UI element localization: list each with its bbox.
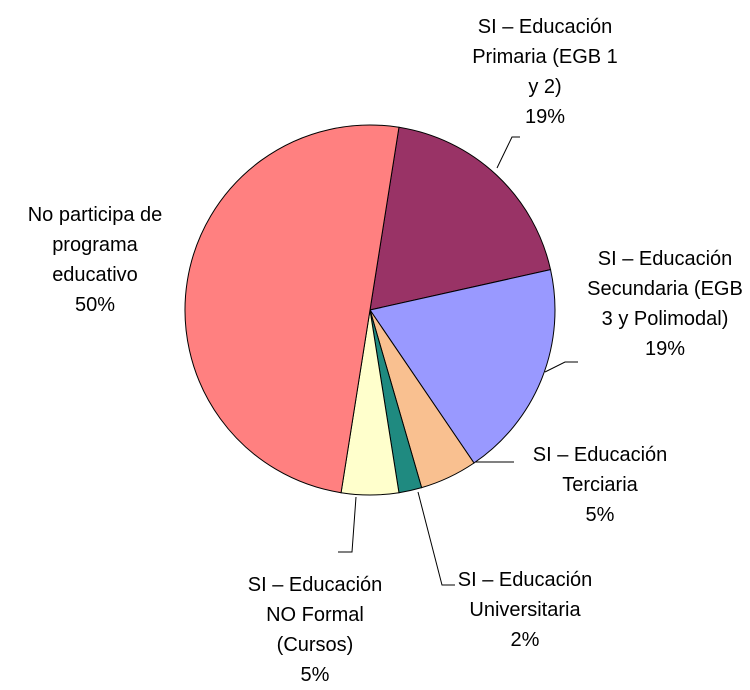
leader-line xyxy=(338,496,357,553)
leader-line xyxy=(544,361,578,373)
slice-label: SI – Educación Terciaria 5% xyxy=(520,440,680,530)
slice-name: SI – Educación NO Formal (Cursos) xyxy=(247,574,383,656)
slice-value: 19% xyxy=(524,106,566,128)
slice-name: SI – Educación Universitaria xyxy=(457,569,593,621)
slice-value: 2% xyxy=(510,629,540,651)
slice-name: SI – Educación Secundaria (EGB 3 y Polim… xyxy=(587,248,743,330)
leader-line xyxy=(417,491,455,586)
slice-value: 50% xyxy=(74,294,116,316)
slice-label: SI – Educación NO Formal (Cursos) 5% xyxy=(235,570,395,690)
slice-label: SI – Educación Secundaria (EGB 3 y Polim… xyxy=(580,244,750,364)
slice-name: No participa de programa educativo xyxy=(27,204,163,286)
slice-name: SI – Educación Terciaria xyxy=(532,444,668,496)
leader-lines xyxy=(338,136,578,586)
slice-value: 19% xyxy=(644,338,686,360)
leader-line xyxy=(496,136,520,169)
pie-slice xyxy=(184,124,400,494)
slice-value: 5% xyxy=(300,664,330,686)
pie-slice xyxy=(369,126,552,311)
slice-value: 5% xyxy=(585,504,615,526)
pie-slice xyxy=(369,269,556,464)
slice-name: SI – Educación Primaria (EGB 1 y 2) xyxy=(472,16,618,98)
slices xyxy=(184,124,556,496)
slice-label: No participa de programa educativo 50% xyxy=(10,200,180,320)
slice-label: SI – Educación Primaria (EGB 1 y 2) 19% xyxy=(465,12,625,132)
slice-label: SI – Educación Universitaria 2% xyxy=(445,565,605,655)
